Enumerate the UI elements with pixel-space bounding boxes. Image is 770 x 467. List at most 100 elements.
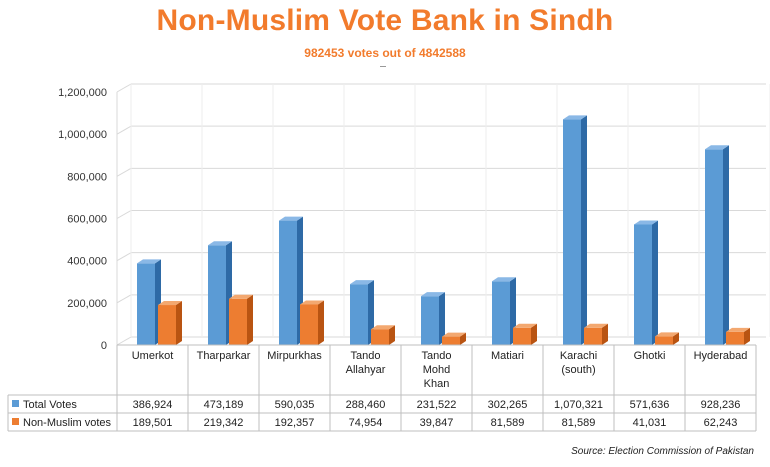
data-table-cell: 1,070,321 [554, 399, 603, 411]
y-tick-label: 600,000 [67, 214, 107, 226]
bar-total-votes-side [581, 115, 587, 345]
bar-total-votes-top [634, 220, 658, 225]
gridline-side [116, 125, 132, 135]
bar-non-muslim-votes-side [531, 323, 537, 345]
bar-total-votes-top [421, 292, 445, 297]
bar-total-votes-side [439, 292, 445, 345]
bar-total-votes [350, 284, 368, 345]
bar-non-muslim-votes [229, 298, 247, 345]
x-category-label: Mohd [423, 364, 451, 376]
data-table-cell: 74,954 [349, 417, 383, 429]
x-category-label: Mirpurkhas [267, 350, 322, 362]
bar-non-muslim-votes-top [442, 332, 466, 337]
y-tick-label: 1,200,000 [58, 87, 107, 99]
legend-label: Non-Muslim votes [23, 417, 112, 429]
bar-total-votes-top [279, 216, 303, 221]
bar-non-muslim-votes [655, 336, 673, 345]
data-table-cell: 288,460 [346, 399, 386, 411]
bar-total-votes [279, 220, 297, 345]
bar-non-muslim-votes [158, 305, 176, 345]
bar-non-muslim-votes-side [744, 327, 750, 345]
bar-non-muslim-votes [300, 304, 318, 345]
bar-non-muslim-votes-top [371, 325, 395, 330]
gridline-side [116, 83, 132, 93]
x-category-label: Tando [422, 350, 452, 362]
gridline-side [116, 294, 132, 304]
bar-non-muslim-votes-side [673, 332, 679, 345]
bar-non-muslim-votes-top [229, 294, 253, 299]
bar-non-muslim-votes [726, 331, 744, 345]
bar-total-votes [563, 119, 581, 345]
data-table-cell: 62,243 [704, 417, 738, 429]
bar-non-muslim-votes-side [247, 294, 253, 345]
bar-total-votes [421, 296, 439, 345]
x-category-label: Hyderabad [694, 350, 748, 362]
bar-total-votes [137, 263, 155, 345]
gridline-side [116, 336, 132, 346]
data-table-cell: 473,189 [204, 399, 244, 411]
x-category-label: Umerkot [132, 350, 174, 362]
legend-swatch [12, 418, 19, 425]
chart-title: Non-Muslim Vote Bank in Sindh [156, 4, 614, 37]
bar-non-muslim-votes [584, 327, 602, 345]
bar-non-muslim-votes-side [176, 301, 182, 345]
subtitle-divider [380, 66, 386, 67]
gridline-side [116, 210, 132, 219]
bar-total-votes-top [563, 115, 587, 120]
bar-non-muslim-votes-top [513, 323, 537, 328]
gridline-side [116, 167, 132, 177]
data-table-cell: 590,035 [275, 399, 315, 411]
data-table-cell: 231,522 [417, 399, 457, 411]
bar-non-muslim-votes-side [389, 325, 395, 345]
bar-non-muslim-votes-side [460, 332, 466, 345]
chart-subtitle: 982453 votes out of 4842588 [304, 46, 466, 60]
bar-total-votes-side [723, 145, 729, 345]
bar-total-votes-top [137, 259, 161, 264]
y-tick-label: 200,000 [67, 298, 107, 310]
legend-swatch [12, 400, 19, 407]
data-table-cell: 386,924 [133, 399, 173, 411]
x-category-label: Khan [424, 378, 450, 390]
bar-non-muslim-votes-top [655, 332, 679, 337]
x-category-label: (south) [561, 364, 595, 376]
data-table-cell: 928,236 [701, 399, 741, 411]
source-note: Source: Election Commission of Pakistan [571, 446, 754, 457]
y-tick-label: 0 [101, 340, 107, 352]
data-table-cell: 189,501 [133, 417, 173, 429]
x-category-label: Ghotki [634, 350, 666, 362]
bar-non-muslim-votes-side [318, 300, 324, 345]
data-table-cell: 41,031 [633, 417, 667, 429]
data-table-cell: 302,265 [488, 399, 528, 411]
bar-total-votes [208, 245, 226, 345]
bar-non-muslim-votes [513, 327, 531, 345]
bar-non-muslim-votes-top [584, 323, 608, 328]
legend-label: Total Votes [23, 399, 77, 411]
bar-total-votes-side [652, 220, 658, 345]
data-table-cell: 192,357 [275, 417, 315, 429]
y-tick-label: 400,000 [67, 256, 107, 268]
y-tick-label: 800,000 [67, 171, 107, 183]
gridline-side [116, 252, 132, 262]
bar-non-muslim-votes-side [602, 323, 608, 345]
bar-non-muslim-votes-top [300, 300, 324, 305]
bar-total-votes [634, 224, 652, 345]
data-table-cell: 81,589 [562, 417, 596, 429]
x-category-label: Karachi [560, 350, 597, 362]
data-table-cell: 81,589 [491, 417, 525, 429]
y-tick-label: 1,000,000 [58, 129, 107, 141]
bar-non-muslim-votes [371, 329, 389, 345]
x-category-label: Allahyar [346, 364, 386, 376]
data-table-cell: 39,847 [420, 417, 454, 429]
x-category-label: Tando [351, 350, 381, 362]
bar-total-votes-top [208, 241, 232, 246]
x-category-label: Matiari [491, 350, 524, 362]
data-table-cell: 571,636 [630, 399, 670, 411]
bar-total-votes-top [492, 277, 516, 282]
data-table-cell: 219,342 [204, 417, 244, 429]
x-category-label: Tharparkar [197, 350, 251, 362]
bar-total-votes [492, 281, 510, 345]
bar-total-votes-top [350, 280, 374, 285]
bar-total-votes-top [705, 145, 729, 150]
bar-non-muslim-votes-top [158, 301, 182, 306]
